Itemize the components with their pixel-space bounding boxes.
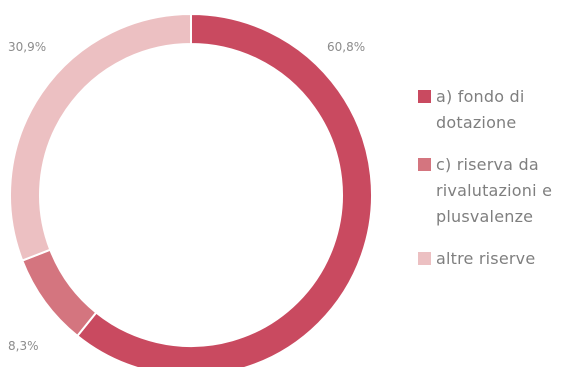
slice-0 [75,12,373,367]
data-label-1: 8,3% [8,339,39,353]
slice-2 [9,12,192,262]
legend-item-riserva-rivalutazioni: c) riserva da rivalutazioni e plusvalenz… [418,152,568,230]
slices [9,12,373,367]
legend-label-0: a) fondo di dotazione [436,87,525,132]
data-label-2: 30,9% [8,40,46,54]
legend-swatch-2 [418,252,431,265]
data-label-0: 60,8% [327,40,365,54]
legend-swatch-1 [418,158,431,171]
donut-chart: 60,8% 8,3% 30,9% [8,12,373,367]
slice-1 [21,248,98,338]
legend-swatch-0 [418,90,431,103]
legend-item-fondo-di-dotazione: a) fondo di dotazione [418,84,568,136]
legend-label-1: c) riserva da rivalutazioni e plusvalenz… [436,155,553,226]
legend-item-altre-riserve: altre riserve [418,246,568,272]
legend-label-2: altre riserve [436,249,536,268]
legend: a) fondo di dotazione c) riserva da riva… [418,84,568,288]
